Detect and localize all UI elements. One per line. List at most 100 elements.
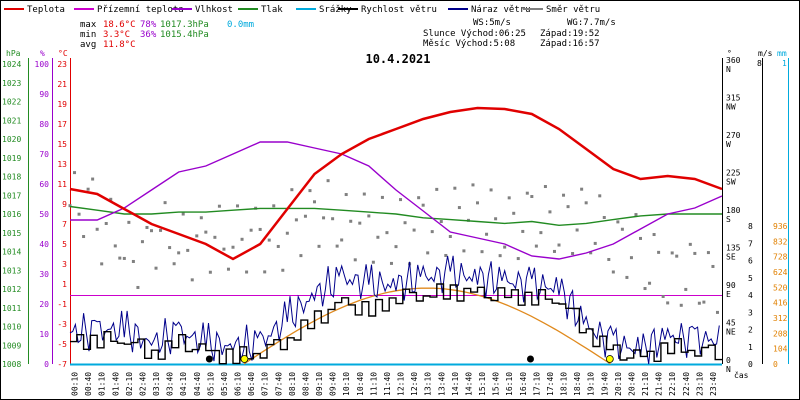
direction-point [100, 262, 104, 266]
time-label: 07:10 [261, 372, 270, 396]
time-label: 05:10 [206, 372, 215, 396]
ms-tick-label: 0 [748, 360, 753, 369]
deg-tick-label: 90 [726, 281, 736, 290]
legend-label-dir: Směr větru [546, 5, 600, 15]
time-label: 14:10 [451, 372, 460, 396]
stats-block: max 18.6°C 78% 1017.3hPa 0.0mm min 3.3°C… [80, 18, 616, 50]
direction-point [249, 228, 253, 232]
direction-point [335, 244, 339, 248]
direction-point [657, 250, 661, 254]
direction-point [86, 187, 90, 191]
dir-tick-label: NE [726, 328, 736, 337]
hpa-tick-label: 1024 [2, 60, 21, 69]
direction-point [480, 250, 484, 254]
dir-tick-label: SW [726, 178, 736, 187]
direction-point [73, 171, 77, 175]
direction-point [562, 193, 566, 197]
direction-point [679, 303, 683, 307]
direction-point [702, 300, 706, 304]
c-tick-label: -5 [57, 340, 67, 349]
direction-point [344, 193, 348, 197]
direction-point [426, 251, 430, 255]
direction-point [693, 251, 697, 255]
direction-point [417, 196, 421, 200]
time-label: 00:10 [71, 372, 80, 396]
direction-point [697, 301, 701, 305]
time-label: 08:10 [288, 372, 297, 396]
dir-tick-label: N [726, 65, 731, 74]
deg-tick-label: 45 [726, 319, 736, 328]
mm-tick-label: 0 [773, 360, 778, 369]
time-label: 09:10 [315, 372, 324, 396]
time-label: 06:10 [234, 372, 243, 396]
direction-point [435, 187, 439, 191]
direction-point [634, 213, 638, 217]
direction-point [530, 195, 534, 199]
direction-point [385, 231, 389, 235]
direction-point [507, 196, 511, 200]
direction-point [217, 204, 221, 208]
direction-point [607, 257, 611, 261]
direction-point [349, 219, 353, 223]
hpa-tick-label: 1012 [2, 285, 21, 294]
direction-point [589, 251, 593, 255]
direction-point [322, 216, 326, 220]
hpa-tick-label: 1011 [2, 304, 21, 313]
moonset-icon [526, 355, 534, 363]
direction-point [290, 188, 294, 192]
stat-moon-set: Západ:16:57 [540, 39, 600, 49]
direction-point [109, 197, 113, 201]
time-label: 04:10 [179, 372, 188, 396]
time-label: 18:40 [573, 372, 582, 396]
time-label: 07:40 [274, 372, 283, 396]
mm-tick-label: 520 [773, 283, 788, 292]
hpa-tick-label: 1019 [2, 154, 21, 163]
pct-tick-label: 100 [35, 60, 50, 69]
stat-max-rain: 0.0mm [227, 20, 254, 30]
dir-tick-label: N [726, 365, 731, 374]
direction-point [412, 228, 416, 232]
direction-point [625, 275, 629, 279]
ms-tick-label: 8 [748, 222, 753, 231]
direction-point [213, 235, 217, 239]
time-label: 16:10 [505, 372, 514, 396]
time-label: 21:40 [655, 372, 664, 396]
direction-point [340, 238, 344, 242]
pct-tick-label: 40 [39, 240, 49, 249]
time-label: 02:10 [125, 372, 134, 396]
c-tick-label: 19 [57, 100, 67, 109]
direction-point [661, 294, 665, 298]
legend: Teplota Přízemní teplota Vlhkost Tlak Srážky… [4, 5, 600, 15]
legend-label-wind: Rychlost větru [361, 5, 437, 15]
direction-point [666, 301, 670, 305]
ms-tick-label: 3 [748, 308, 753, 317]
deg-tick-label: 360 [726, 56, 741, 65]
x-axis-label: čas [734, 370, 749, 380]
direction-point [294, 218, 298, 222]
time-label: 23:10 [695, 372, 704, 396]
direction-point [611, 270, 615, 274]
direction-point [181, 212, 185, 216]
deg-tick-label: 0 [726, 356, 731, 365]
time-label: 13:10 [424, 372, 433, 396]
direction-point [258, 227, 262, 231]
direction-point [421, 203, 425, 207]
direction-point [276, 244, 280, 248]
direction-point [245, 270, 249, 274]
pct-tick-label: 60 [39, 180, 49, 189]
direction-point [688, 242, 692, 246]
direction-point [131, 259, 135, 263]
direction-point [394, 245, 398, 249]
moonrise-icon [205, 355, 213, 363]
direction-point [525, 191, 529, 195]
mm-tick-label: 208 [773, 329, 788, 338]
direction-point [675, 254, 679, 258]
stat-avg-label: avg [80, 40, 96, 50]
direction-point [534, 244, 538, 248]
stat-max-label: max [80, 20, 97, 30]
hpa-tick-label: 1021 [2, 116, 21, 125]
sunset-icon [605, 355, 614, 363]
pct-tick-label: 70 [39, 150, 49, 159]
direction-point [566, 205, 570, 209]
time-label: 06:40 [247, 372, 256, 396]
